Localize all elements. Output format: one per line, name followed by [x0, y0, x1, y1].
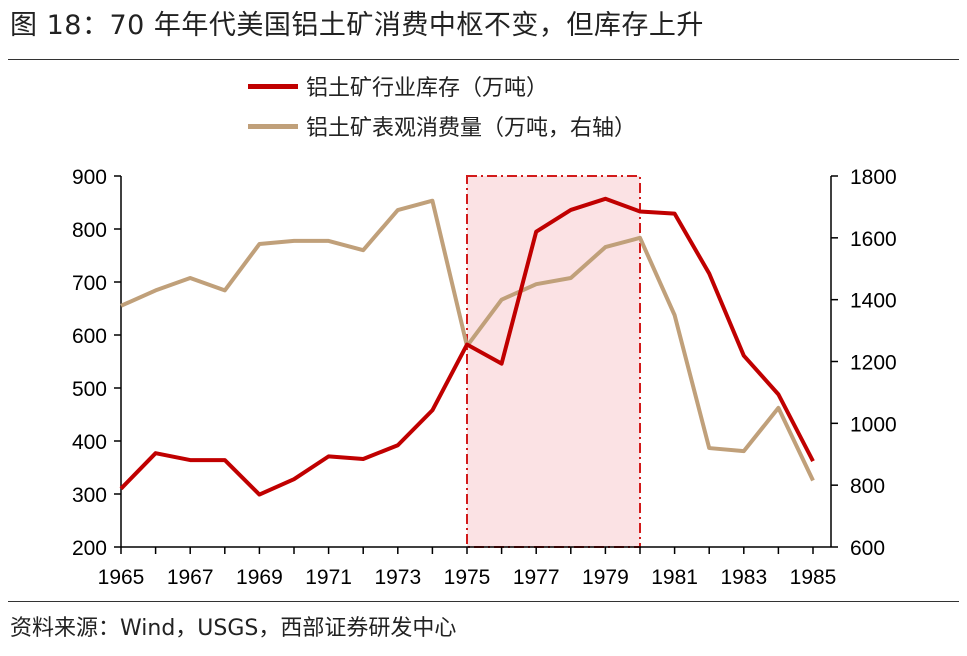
- left-tick-label: 400: [72, 431, 107, 454]
- right-tick-label: 1200: [850, 352, 897, 375]
- legend-swatch-inventory: [248, 83, 298, 89]
- right-tick-label: 1600: [850, 228, 897, 251]
- left-tick-label: 900: [72, 166, 107, 189]
- legend-swatch-consumption: [248, 123, 298, 129]
- x-tick-label: 1969: [236, 566, 283, 589]
- legend-label-consumption: 铝土矿表观消费量（万吨，右轴）: [306, 116, 637, 141]
- x-tick-label: 1981: [651, 566, 698, 589]
- x-tick-label: 1985: [790, 566, 837, 589]
- x-tick-label: 1977: [513, 566, 560, 589]
- legend: 铝土矿行业库存（万吨） 铝土矿表观消费量（万吨，右轴）: [248, 66, 636, 146]
- highlight-band: [466, 175, 641, 548]
- x-tick-label: 1979: [582, 566, 629, 589]
- right-tick-label: 1800: [850, 166, 897, 189]
- right-tick-label: 1000: [850, 413, 897, 436]
- x-tick-label: 1973: [374, 566, 421, 589]
- left-tick-label: 500: [72, 378, 107, 401]
- x-tick-label: 1965: [98, 566, 145, 589]
- legend-label-inventory: 铝土矿行业库存（万吨）: [306, 76, 549, 101]
- source-note: 资料来源：Wind，USGS，西部证券研发中心: [10, 616, 457, 641]
- x-tick-label: 1983: [720, 566, 767, 589]
- x-tick-label: 1975: [444, 566, 491, 589]
- left-tick-label: 600: [72, 325, 107, 348]
- left-tick-label: 300: [72, 484, 107, 507]
- x-tick-label: 1971: [305, 566, 352, 589]
- top-rule: [8, 59, 959, 60]
- legend-item-consumption: 铝土矿表观消费量（万吨，右轴）: [248, 106, 636, 146]
- series-line-inventory: [119, 196, 815, 497]
- left-tick-label: 800: [72, 219, 107, 242]
- legend-item-inventory: 铝土矿行业库存（万吨）: [248, 66, 636, 106]
- bottom-rule: [8, 601, 959, 602]
- right-tick-label: 600: [850, 537, 885, 560]
- x-tick-label: 1967: [167, 566, 214, 589]
- left-tick-label: 700: [72, 272, 107, 295]
- figure-title: 图 18：70 年年代美国铝土矿消费中枢不变，但库存上升: [10, 10, 704, 41]
- left-tick-label: 200: [72, 537, 107, 560]
- right-tick-label: 800: [850, 475, 885, 498]
- right-tick-label: 1400: [850, 290, 897, 313]
